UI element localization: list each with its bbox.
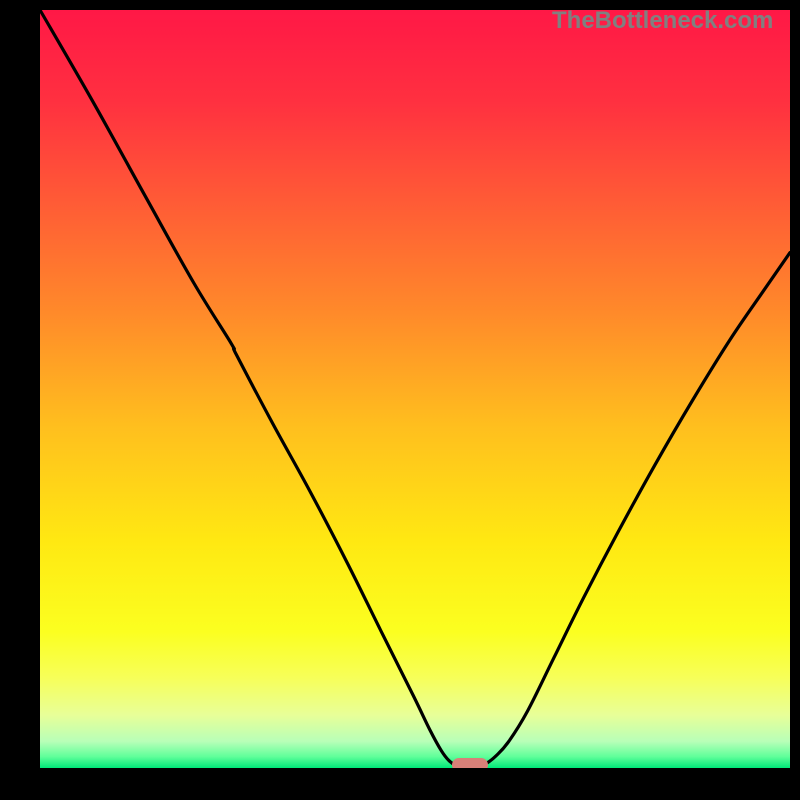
plot-frame-border: [0, 0, 40, 800]
plot-frame-border: [790, 0, 800, 800]
bottleneck-curve: [40, 10, 790, 768]
plot-frame-border: [0, 768, 800, 800]
watermark-text: TheBottleneck.com: [552, 7, 773, 35]
bottleneck-curve-layer: [0, 0, 800, 800]
